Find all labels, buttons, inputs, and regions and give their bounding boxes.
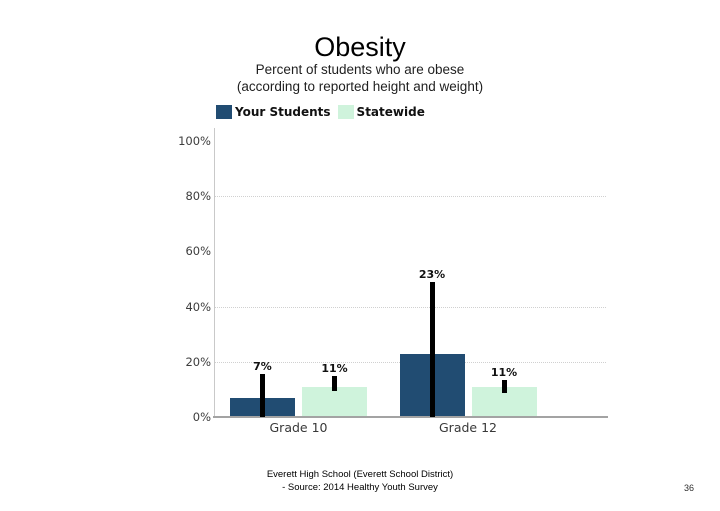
y-tick-label-0: 0% bbox=[192, 410, 211, 424]
y-axis-line bbox=[214, 128, 215, 417]
value-label-your-students-grade-12: 23% bbox=[418, 267, 446, 281]
y-tick-label-80: 80% bbox=[185, 189, 211, 204]
footer-source: - Source: 2014 Healthy Youth Survey bbox=[282, 482, 438, 493]
x-axis-label-grade-12: Grade 12 bbox=[439, 420, 497, 435]
y-tick-label-100: 100% bbox=[178, 134, 211, 148]
legend-label-statewide: Statewide bbox=[356, 105, 425, 119]
y-tick-label-40: 40% bbox=[185, 299, 211, 314]
gridline-40 bbox=[215, 306, 606, 308]
value-label-statewide-grade-10: 11% bbox=[321, 362, 348, 376]
value-label-statewide-grade-12: 11% bbox=[490, 366, 518, 380]
slide-subtitle-line1: Percent of students who are obese bbox=[255, 62, 465, 77]
x-axis-line bbox=[213, 416, 608, 418]
error-bar-statewide-grade-10 bbox=[332, 376, 337, 391]
legend-label-your-students: Your Students bbox=[235, 105, 331, 119]
value-label-your-students-grade-10: 7% bbox=[253, 360, 272, 374]
error-bar-your-students-grade-12 bbox=[429, 281, 435, 417]
error-bar-your-students-grade-10 bbox=[260, 374, 265, 417]
chart-legend: Your Students Statewide bbox=[216, 105, 432, 119]
x-axis-label-grade-10: Grade 10 bbox=[269, 420, 328, 435]
legend-swatch-statewide bbox=[337, 105, 354, 119]
error-bar-statewide-grade-12 bbox=[501, 380, 507, 393]
y-tick-label-20: 20% bbox=[185, 354, 211, 369]
footer-school: Everett High School (Everett School Dist… bbox=[266, 469, 454, 480]
slide-title: Obesity bbox=[314, 32, 406, 62]
slide-subtitle-line2: (according to reported height and weight… bbox=[236, 79, 484, 94]
y-tick-label-60: 60% bbox=[185, 244, 211, 259]
page-number: 36 bbox=[683, 483, 694, 493]
gridline-80 bbox=[215, 196, 606, 198]
legend-swatch-your-students bbox=[216, 105, 232, 119]
bar-statewide-grade-10 bbox=[302, 386, 367, 417]
